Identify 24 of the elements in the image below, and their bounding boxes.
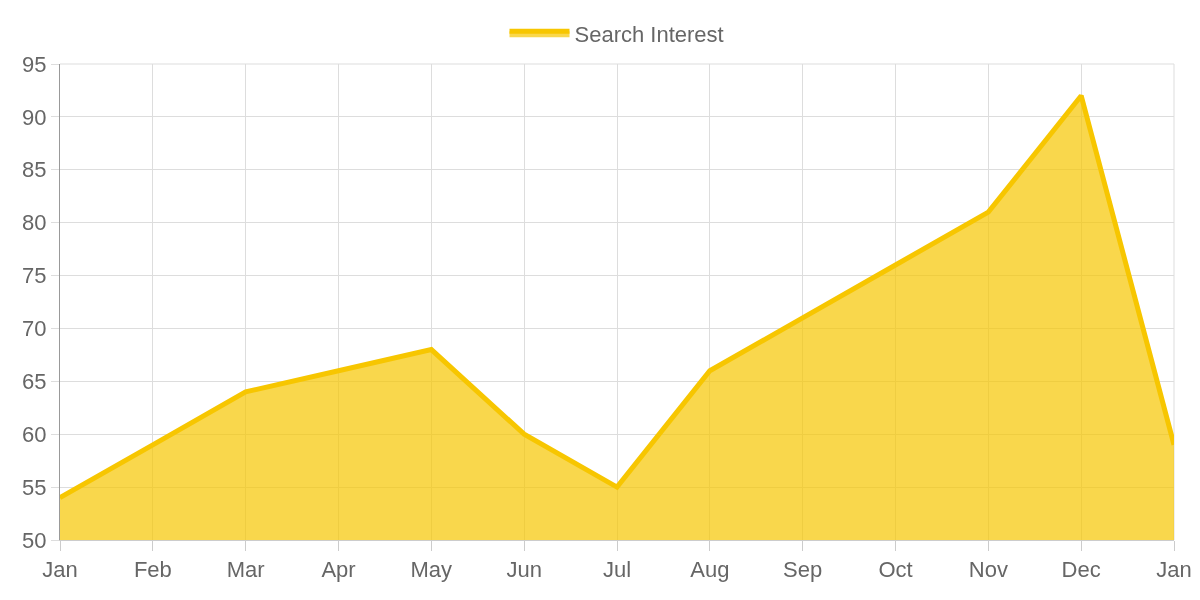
legend-label: Search Interest [574, 21, 724, 47]
y-tick-label: 55 [22, 474, 47, 500]
x-tick-label: Mar [226, 557, 265, 583]
x-tick-label: Apr [321, 557, 356, 583]
x-tick-label: Oct [878, 557, 913, 583]
y-tick-label: 85 [22, 157, 47, 183]
x-tick-label: Jan [42, 557, 78, 583]
x-tick-label: Feb [133, 557, 172, 583]
y-tick-label: 80 [22, 210, 47, 236]
x-tick-label: Jun [506, 557, 542, 583]
y-tick-label: 90 [22, 104, 47, 130]
x-tick-label: Aug [690, 557, 730, 583]
x-tick-label: Jul [602, 557, 632, 583]
y-tick-label: 95 [22, 51, 47, 77]
y-tick-label: 70 [22, 316, 47, 342]
y-tick-label: 50 [22, 527, 47, 553]
x-tick-label: Jan [1156, 557, 1192, 583]
x-tick-label: Sep [783, 557, 823, 583]
x-tick-label: Nov [968, 557, 1008, 583]
x-tick-label: May [410, 557, 453, 583]
y-tick-label: 75 [22, 263, 47, 289]
y-tick-label: 60 [22, 421, 47, 447]
x-tick-label: Dec [1061, 557, 1101, 583]
y-tick-label: 65 [22, 369, 47, 395]
